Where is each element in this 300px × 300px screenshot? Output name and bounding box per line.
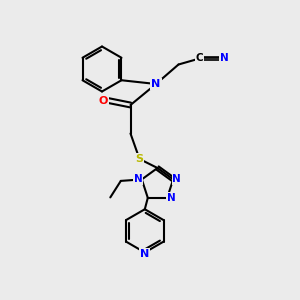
Text: N: N [172,174,181,184]
Text: N: N [134,174,142,184]
Text: N: N [140,249,149,259]
Text: C: C [196,53,203,64]
Text: N: N [167,193,176,203]
Text: O: O [99,95,108,106]
Text: S: S [136,154,143,164]
Text: N: N [220,53,229,64]
Text: N: N [152,79,160,89]
